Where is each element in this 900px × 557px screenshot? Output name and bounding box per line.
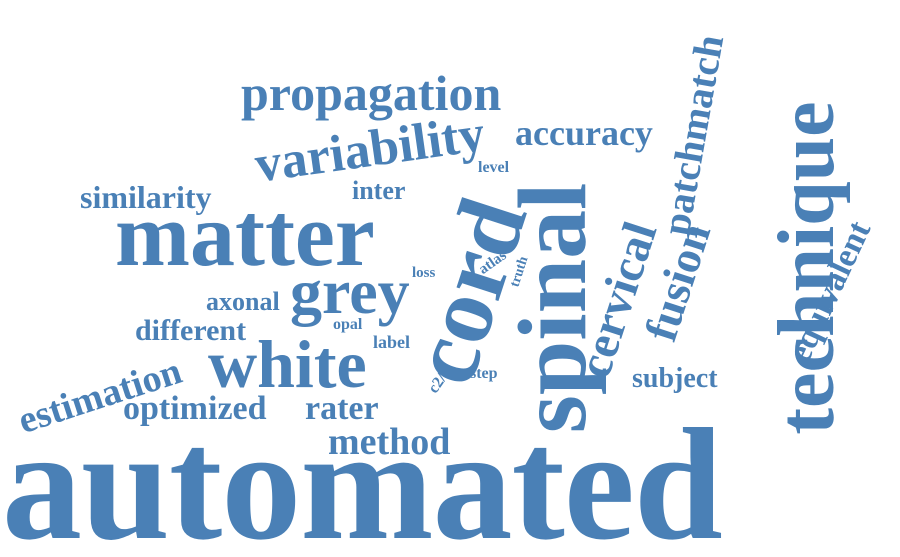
word-similarity: similarity xyxy=(80,179,212,215)
word-white: white xyxy=(208,326,367,402)
word-optimized: optimized xyxy=(123,390,267,427)
word-axonal: axonal xyxy=(206,287,280,316)
word-rater: rater xyxy=(305,390,379,427)
word-inter: inter xyxy=(352,176,406,205)
word-method: method xyxy=(328,421,451,463)
word-opal: opal xyxy=(333,316,363,333)
word-accuracy: accuracy xyxy=(515,113,653,153)
word-step: step xyxy=(470,365,498,382)
word-automated: automated xyxy=(2,395,723,557)
word-label: label xyxy=(373,332,411,352)
word-level: level xyxy=(478,159,510,176)
word-subject: subject xyxy=(632,363,718,394)
word-matter: matter xyxy=(115,186,375,285)
word-propagation: propagation xyxy=(241,65,502,121)
word-patchmatch: patchmatch xyxy=(652,31,733,239)
word-loss: loss xyxy=(412,265,436,281)
word-grey: grey xyxy=(290,256,410,327)
word-different: different xyxy=(135,314,247,347)
